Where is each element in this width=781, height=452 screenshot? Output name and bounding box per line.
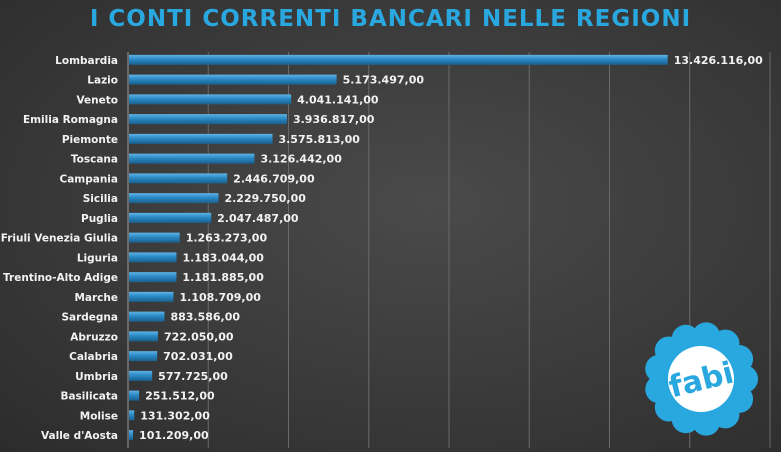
value-label: 1.108.709,00	[179, 291, 261, 304]
value-label: 251.512,00	[145, 390, 215, 403]
bar	[129, 331, 158, 342]
bar	[129, 232, 180, 243]
category-label: Marche	[74, 292, 118, 304]
value-label: 2.047.487,00	[217, 212, 299, 225]
value-label: 702.031,00	[163, 350, 233, 363]
category-label: Sicilia	[83, 193, 118, 205]
value-label: 131.302,00	[140, 409, 210, 422]
chart-title: I CONTI CORRENTI BANCARI NELLE REGIONI	[89, 6, 692, 32]
bar	[129, 410, 135, 421]
category-label: Liguria	[77, 252, 118, 264]
category-label: Friuli Venezia Giulia	[1, 233, 118, 245]
category-label: Campania	[60, 173, 119, 185]
bar	[129, 291, 174, 302]
bar	[129, 133, 273, 144]
value-label: 4.041.141,00	[297, 93, 379, 106]
category-label: Puglia	[81, 213, 118, 225]
fabi-logo: fabi	[645, 322, 758, 436]
category-label: Abruzzo	[70, 331, 118, 343]
bar	[129, 311, 165, 322]
category-label: Sardegna	[61, 312, 118, 324]
value-label: 1.181.885,00	[182, 271, 264, 284]
bar	[129, 430, 134, 441]
bar	[129, 74, 337, 85]
bar	[129, 54, 668, 65]
value-label: 5.173.497,00	[343, 74, 425, 87]
bar	[129, 390, 140, 401]
category-label: Basilicata	[60, 391, 118, 403]
value-label: 883.586,00	[170, 311, 240, 324]
bar	[129, 94, 292, 105]
value-label: 2.446.709,00	[233, 172, 315, 185]
category-label: Lombardia	[55, 55, 118, 67]
category-label: Molise	[80, 410, 118, 422]
value-label: 577.725,00	[158, 370, 228, 383]
value-label: 3.575.813,00	[278, 133, 360, 146]
category-label: Toscana	[71, 154, 118, 166]
bar	[129, 193, 219, 204]
value-label: 3.936.817,00	[293, 113, 375, 126]
bar	[129, 212, 212, 223]
value-label: 1.263.273,00	[186, 232, 268, 245]
value-label: 101.209,00	[139, 429, 209, 442]
bar	[129, 114, 287, 125]
category-label: Piemonte	[62, 134, 118, 146]
category-label: Emilia Romagna	[23, 114, 118, 126]
value-label: 3.126.442,00	[260, 153, 342, 166]
category-label: Valle d'Aosta	[41, 430, 118, 442]
category-label: Umbria	[75, 371, 118, 383]
category-label: Trentino-Alto Adige	[3, 272, 118, 284]
value-label: 722.050,00	[164, 330, 234, 343]
value-label: 13.426.116,00	[674, 54, 763, 67]
bar	[129, 351, 158, 362]
bar	[129, 153, 255, 164]
category-label: Lazio	[87, 75, 118, 87]
bar	[129, 272, 177, 283]
bar	[129, 370, 153, 381]
value-label: 2.229.750,00	[224, 192, 306, 205]
bar	[129, 173, 228, 184]
value-label: 1.183.044,00	[182, 251, 264, 264]
category-label: Veneto	[76, 94, 118, 106]
category-label: Calabria	[69, 351, 118, 363]
bar	[129, 252, 177, 263]
